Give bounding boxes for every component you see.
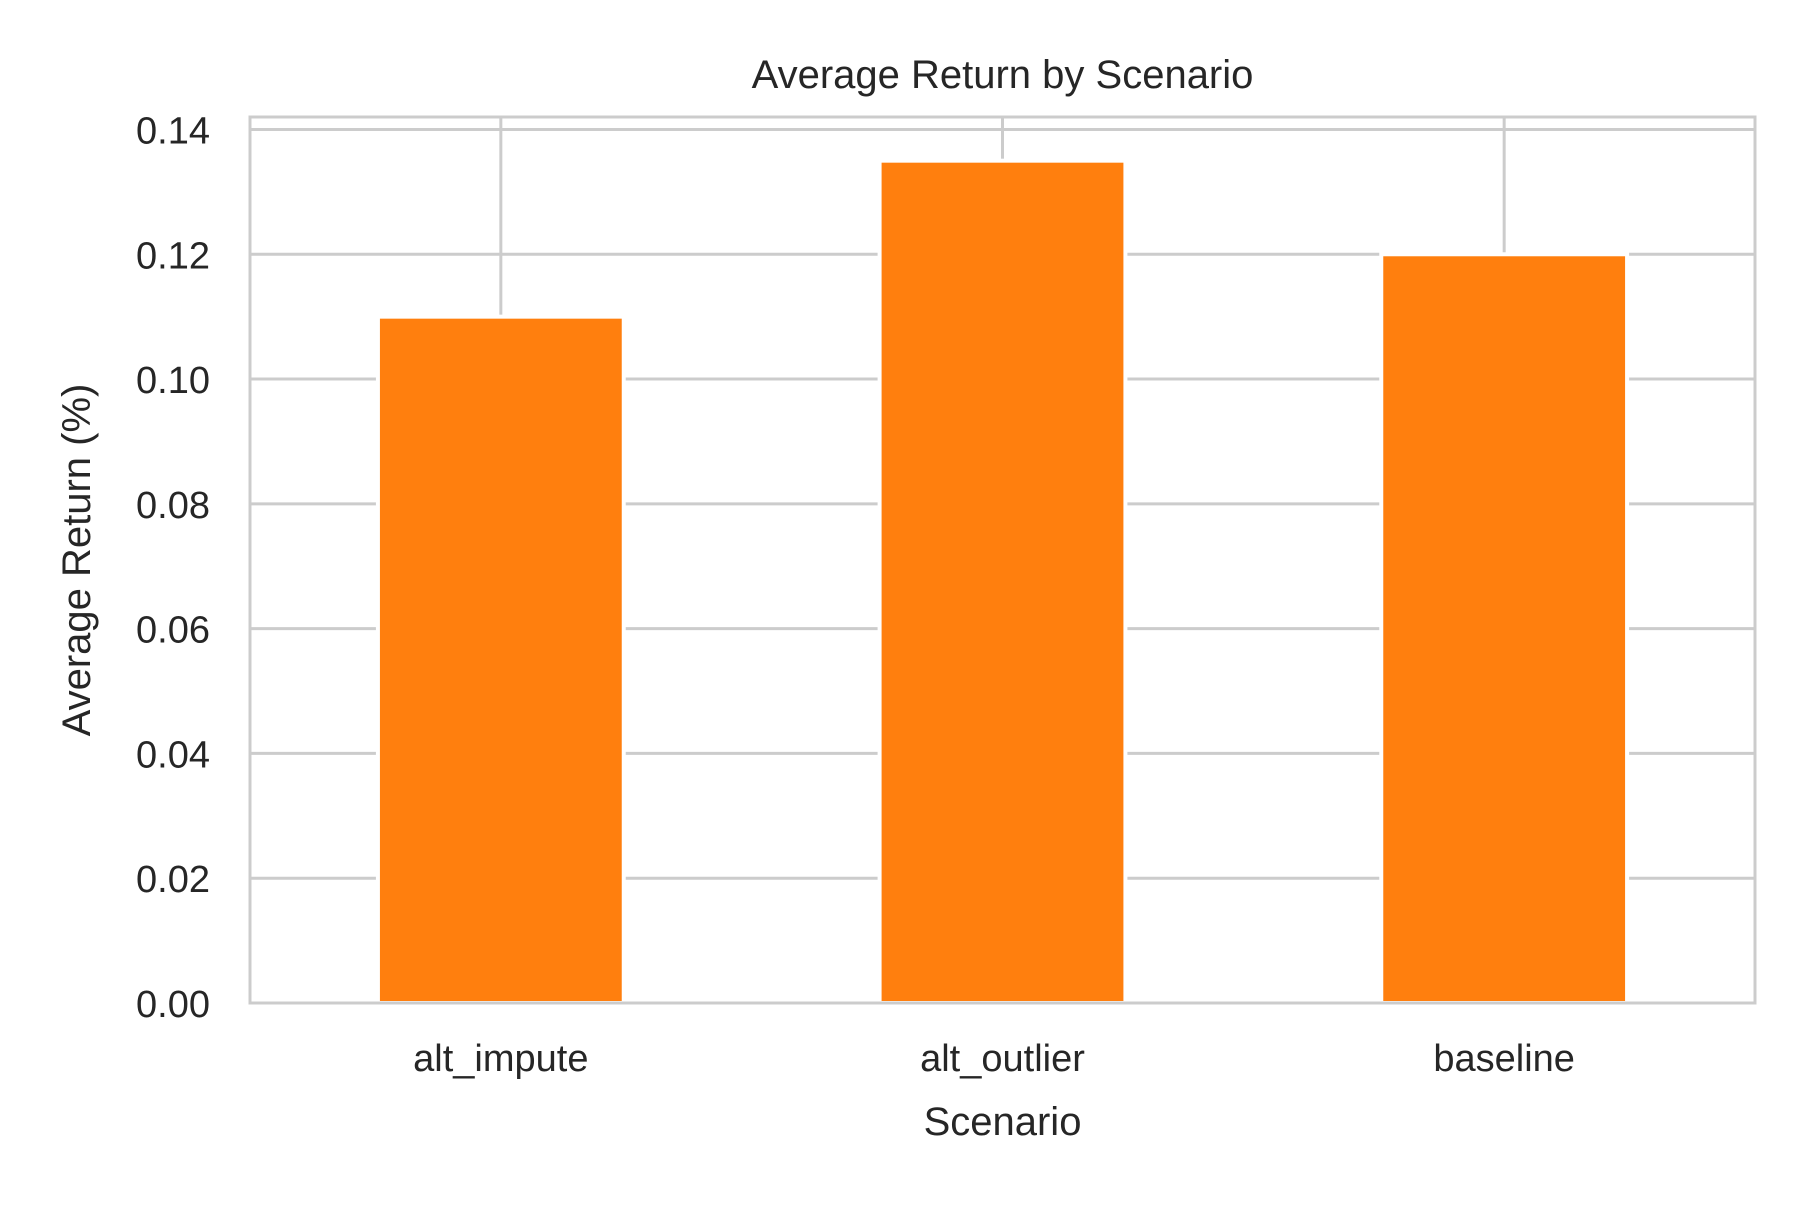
y-tick-label: 0.14	[136, 110, 210, 152]
x-tick-label: alt_impute	[413, 1038, 588, 1080]
y-tick-labels: 0.00 0.02 0.04 0.06 0.08 0.10 0.12 0.14	[136, 110, 210, 1026]
y-tick-label: 0.08	[136, 485, 210, 527]
x-tick-label: alt_outlier	[920, 1038, 1085, 1080]
y-tick-label: 0.00	[136, 984, 210, 1026]
bar	[1379, 252, 1630, 1006]
bar	[877, 158, 1128, 1005]
plot-frame	[248, 115, 1757, 1005]
y-tick-label: 0.10	[136, 360, 210, 402]
y-axis-label: Average Return (%)	[55, 384, 99, 737]
bar	[375, 314, 626, 1005]
y-tick-label: 0.12	[136, 235, 210, 277]
y-tick-label: 0.02	[136, 859, 210, 901]
x-tick-labels: alt_impute alt_outlier baseline	[413, 1038, 1575, 1080]
x-axis-label: Scenario	[924, 1100, 1082, 1144]
chart-title: Average Return by Scenario	[752, 53, 1254, 97]
x-tick-label: baseline	[1433, 1038, 1575, 1080]
y-tick-label: 0.04	[136, 734, 210, 776]
bars-layer	[375, 158, 1630, 1006]
y-tick-label: 0.06	[136, 610, 210, 652]
